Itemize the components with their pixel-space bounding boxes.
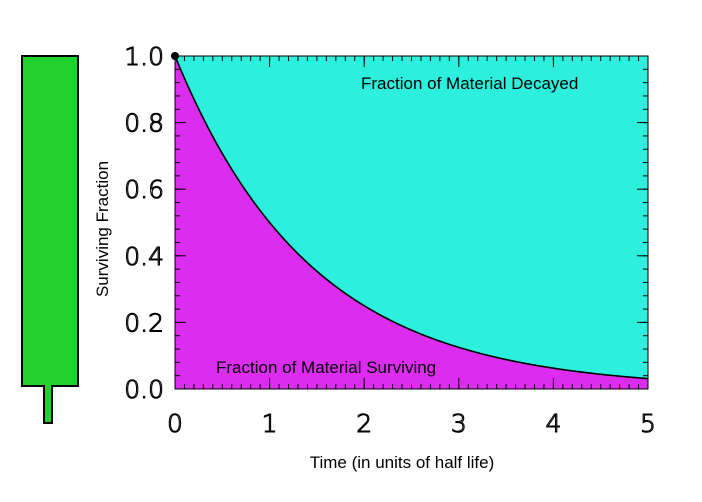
x-tick-label: 1: [262, 409, 278, 438]
y-tick-label: 0.8: [124, 109, 164, 138]
x-tick-label: 2: [356, 409, 372, 438]
x-tick-label: 4: [545, 409, 561, 438]
gauge-bar-icon: [21, 55, 79, 424]
plot-frame: [174, 55, 649, 390]
plot-area: [171, 52, 649, 390]
y-tick-label: 0.6: [124, 175, 164, 204]
y-axis-label: Surviving Fraction: [93, 161, 112, 297]
y-tick-label: 1.0: [124, 42, 164, 71]
x-tick-label: 0: [167, 409, 183, 438]
x-tick-label: 5: [640, 409, 656, 438]
y-tick-label: 0.0: [124, 375, 164, 404]
x-axis-label: Time (in units of half life): [310, 453, 495, 472]
x-tick-labels: 0 1 2 3 4 5: [166, 408, 656, 438]
y-tick-label: 0.4: [124, 242, 164, 271]
surviving-region-label: Fraction of Material Surviving: [216, 358, 436, 377]
y-tick-label: 0.2: [124, 308, 164, 337]
y-tick-labels: 0.0 0.2 0.4 0.6 0.8 1.0: [124, 41, 165, 404]
x-tick-label: 3: [451, 409, 467, 438]
surviving-area: [175, 56, 648, 389]
level-indicator: [21, 55, 79, 424]
decay-curve: [174, 55, 649, 380]
decayed-region-label: Fraction of Material Decayed: [361, 74, 578, 93]
